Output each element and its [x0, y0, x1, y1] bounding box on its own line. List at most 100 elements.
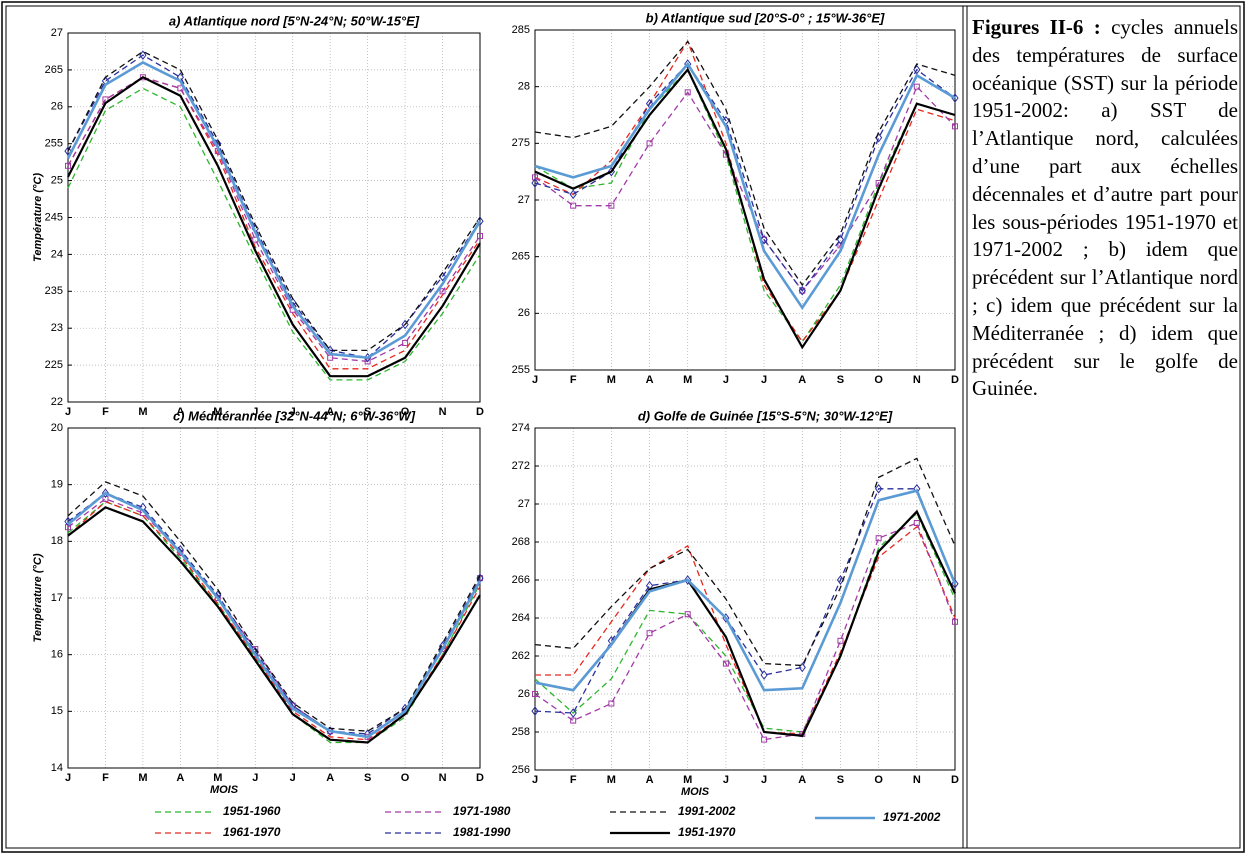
- series-line: [67, 76, 481, 370]
- series-line: [534, 522, 956, 741]
- x-tick-label: J: [532, 774, 538, 786]
- x-tick-label: D: [476, 406, 484, 418]
- point: [64, 146, 72, 156]
- point: [836, 575, 845, 585]
- series-line: [66, 61, 482, 360]
- y-tick-label: 275: [512, 137, 530, 149]
- point: [531, 706, 539, 716]
- x-tick-label: J: [65, 406, 71, 418]
- x-tick-label: D: [476, 772, 484, 784]
- point: [139, 74, 146, 81]
- x-tick-label: M: [138, 406, 147, 418]
- x-tick-label: S: [837, 374, 844, 386]
- x-tick-label: F: [570, 774, 577, 786]
- point: [402, 339, 409, 346]
- point: [608, 202, 615, 209]
- y-tick-label: 27: [518, 498, 530, 510]
- caption: Figures II-6 : cycles annuels des tempér…: [972, 14, 1238, 403]
- x-tick-label: J: [252, 772, 258, 784]
- point: [570, 717, 577, 724]
- point: [952, 618, 958, 625]
- legend-label: 1951-1960: [223, 804, 281, 818]
- series-line: [67, 492, 481, 735]
- plot-frame: [534, 427, 956, 771]
- y-tick-label: 274: [512, 422, 530, 434]
- legend-label: 1951-1970: [678, 825, 736, 839]
- plot-frame: [67, 427, 481, 769]
- y-tick-label: 266: [512, 574, 530, 586]
- y-tick-label: 20: [51, 422, 63, 434]
- x-tick-label: M: [138, 772, 147, 784]
- plot-frame: [534, 29, 956, 371]
- point: [531, 178, 539, 188]
- series-line: [67, 481, 481, 732]
- x-tick-label: S: [837, 774, 844, 786]
- series-line: [67, 500, 481, 741]
- point: [476, 216, 484, 227]
- x-tick-label: A: [326, 406, 334, 418]
- plot-frame: [67, 32, 481, 403]
- point: [569, 708, 577, 718]
- y-tick-label: 225: [45, 359, 63, 371]
- point: [952, 123, 958, 130]
- point: [684, 611, 691, 618]
- x-tick-label: O: [401, 406, 410, 418]
- x-tick-label: F: [102, 406, 109, 418]
- x-tick-label: O: [874, 374, 883, 386]
- point: [439, 288, 446, 295]
- point: [477, 232, 483, 239]
- series-line: [534, 509, 956, 737]
- y-tick-label: 285: [512, 24, 530, 36]
- x-tick-label: J: [761, 374, 767, 386]
- y-tick-label: 272: [512, 460, 530, 472]
- point: [722, 660, 729, 667]
- x-tick-label: J: [252, 406, 258, 418]
- series-line: [67, 87, 481, 381]
- series-line: [534, 61, 956, 310]
- y-axis-label: Température (°C): [32, 173, 44, 262]
- y-tick-label: 25: [51, 175, 63, 187]
- x-tick-label: A: [176, 406, 184, 418]
- series-line: [67, 491, 482, 739]
- point: [760, 234, 768, 245]
- point: [684, 575, 692, 585]
- x-tick-label: J: [723, 774, 729, 786]
- point: [875, 535, 882, 542]
- y-tick-label: 16: [51, 649, 63, 661]
- point: [798, 285, 806, 296]
- point: [836, 234, 845, 245]
- y-tick-label: 28: [518, 81, 530, 93]
- x-tick-label: J: [290, 406, 296, 418]
- point: [64, 516, 72, 527]
- x-tick-label: S: [364, 772, 371, 784]
- chart-title: d) Golfe de Guinée [15°S-5°N; 30°W-12°E]: [638, 408, 893, 423]
- y-tick-label: 268: [512, 536, 530, 548]
- x-tick-label: A: [176, 772, 184, 784]
- series-line: [67, 76, 481, 378]
- x-tick-label: A: [646, 774, 654, 786]
- y-tick-label: 26: [518, 688, 530, 700]
- x-tick-label: M: [607, 774, 616, 786]
- point: [951, 578, 959, 589]
- x-tick-label: N: [913, 774, 921, 786]
- series-line: [67, 50, 481, 351]
- series-line: [534, 68, 956, 343]
- y-tick-label: 262: [512, 650, 530, 662]
- series-line: [534, 512, 956, 733]
- y-tick-label: 235: [45, 285, 63, 297]
- point: [684, 89, 691, 96]
- point: [401, 319, 409, 330]
- series-line: [67, 506, 481, 744]
- legend-label: 1981-1990: [453, 825, 511, 839]
- x-tick-label: M: [683, 374, 692, 386]
- x-tick-label: J: [723, 374, 729, 386]
- y-tick-label: 26: [51, 101, 63, 113]
- legend-label: 1991-2002: [678, 804, 736, 818]
- point: [837, 637, 844, 644]
- series-line: [67, 500, 481, 744]
- point: [646, 630, 653, 637]
- point: [913, 520, 920, 526]
- point: [798, 662, 806, 673]
- series-line: [534, 85, 956, 292]
- x-tick-label: A: [326, 772, 334, 784]
